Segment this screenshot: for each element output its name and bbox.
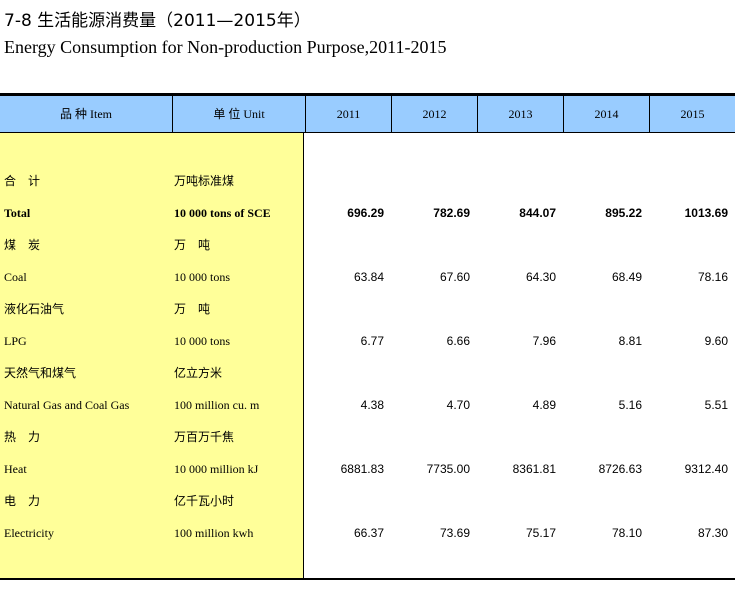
row-item-cn: 天然气和煤气 <box>4 366 77 380</box>
row-value: 64.30 <box>525 270 556 284</box>
row-value: 75.17 <box>525 526 556 540</box>
row-item-en: Heat <box>4 462 27 476</box>
row-value: 73.69 <box>439 526 470 540</box>
row-unit-cn: 万 吨 <box>174 238 211 252</box>
header-year: 2013 <box>477 96 563 132</box>
row-value: 6.77 <box>360 334 384 348</box>
header-year: 2014 <box>563 96 649 132</box>
label-column-background <box>0 133 304 578</box>
row-item-en: Natural Gas and Coal Gas <box>4 398 130 412</box>
row-value: 7.96 <box>532 334 556 348</box>
row-value: 66.37 <box>353 526 384 540</box>
row-unit-en: 10 000 tons <box>174 270 231 284</box>
row-unit-en: 100 million kwh <box>174 526 254 540</box>
row-value: 895.22 <box>605 206 642 220</box>
row-value: 782.69 <box>433 206 470 220</box>
row-value: 844.07 <box>519 206 556 220</box>
row-value: 78.16 <box>697 270 728 284</box>
row-unit-en: 10 000 tons of SCE <box>174 206 271 220</box>
row-value: 78.10 <box>611 526 642 540</box>
table-header: 品 种 Item 单 位 Unit 2011 2012 2013 2014 20… <box>0 96 735 133</box>
header-unit: 单 位 Unit <box>172 96 305 132</box>
row-item-cn: 煤 炭 <box>4 238 41 252</box>
table-title-en: Energy Consumption for Non-production Pu… <box>4 37 447 57</box>
row-value: 9312.40 <box>684 462 728 476</box>
row-item-cn: 热 力 <box>4 430 41 444</box>
row-value: 6881.83 <box>340 462 384 476</box>
header-year: 2011 <box>305 96 391 132</box>
row-value: 6.66 <box>446 334 470 348</box>
row-value: 8.81 <box>618 334 642 348</box>
row-value: 8361.81 <box>512 462 556 476</box>
top-rule <box>0 93 735 96</box>
row-value: 63.84 <box>353 270 384 284</box>
row-value: 9.60 <box>704 334 728 348</box>
row-item-en: Coal <box>4 270 27 284</box>
row-value: 4.38 <box>360 398 384 412</box>
row-item-cn: 合 计 <box>4 174 41 188</box>
row-item-en: Total <box>4 206 31 220</box>
row-value: 87.30 <box>697 526 728 540</box>
header-year: 2015 <box>649 96 735 132</box>
row-value: 5.51 <box>704 398 728 412</box>
bottom-rule <box>0 578 735 580</box>
row-unit-cn: 亿千瓦小时 <box>174 494 235 508</box>
row-value: 4.89 <box>532 398 556 412</box>
row-value: 8726.63 <box>598 462 642 476</box>
row-item-en: LPG <box>4 334 27 348</box>
row-value: 7735.00 <box>426 462 470 476</box>
row-value: 67.60 <box>439 270 470 284</box>
row-value: 696.29 <box>347 206 384 220</box>
row-unit-cn: 万吨标准煤 <box>174 174 235 188</box>
row-unit-cn: 亿立方米 <box>174 366 223 380</box>
row-value: 68.49 <box>611 270 642 284</box>
row-value: 5.16 <box>618 398 642 412</box>
row-value: 4.70 <box>446 398 470 412</box>
row-item-cn: 电 力 <box>4 494 41 508</box>
row-value: 1013.69 <box>684 206 728 220</box>
row-unit-en: 10 000 tons <box>174 334 231 348</box>
header-item: 品 种 Item <box>60 107 112 121</box>
row-unit-cn: 万百万千焦 <box>174 430 235 444</box>
row-item-en: Electricity <box>4 526 54 540</box>
row-item-cn: 液化石油气 <box>4 302 65 316</box>
row-unit-en: 10 000 million kJ <box>174 462 259 476</box>
row-unit-cn: 万 吨 <box>174 302 211 316</box>
table-title-cn: 7-8 生活能源消费量（2011—2015年） <box>4 11 311 31</box>
row-unit-en: 100 million cu. m <box>174 398 260 412</box>
header-year: 2012 <box>391 96 477 132</box>
